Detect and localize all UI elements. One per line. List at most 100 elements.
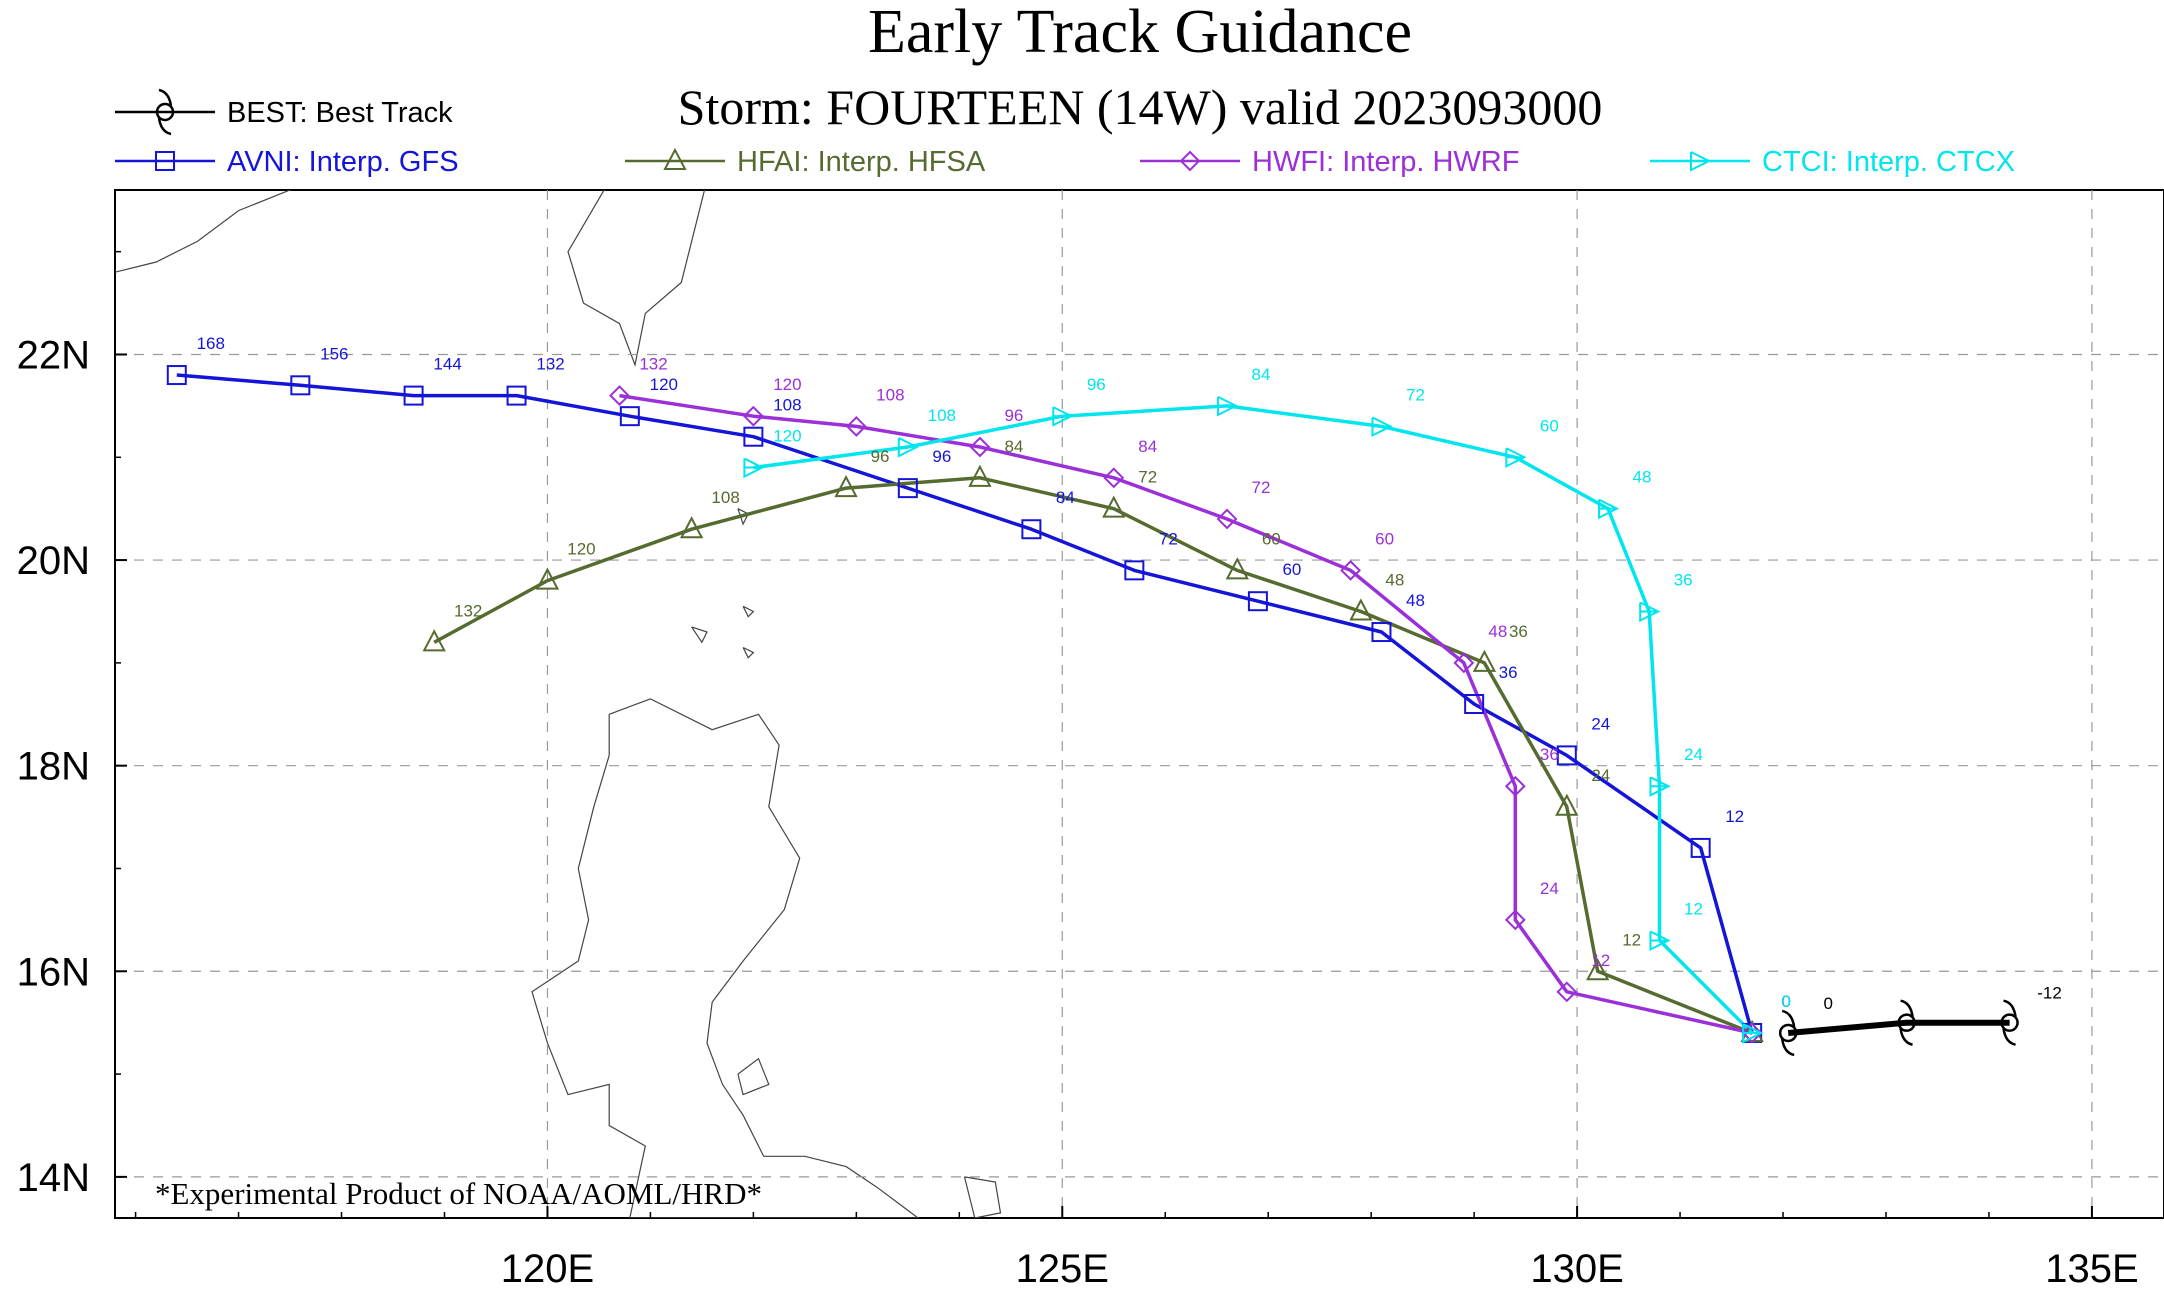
track-line-avni bbox=[176, 373, 1754, 1034]
track-marker-square bbox=[1021, 519, 1042, 540]
tau-label-avni: 96 bbox=[932, 447, 951, 466]
tau-label-avni: 144 bbox=[433, 355, 461, 374]
track-marker-square bbox=[1464, 694, 1485, 714]
tau-label-hfai: 132 bbox=[454, 601, 482, 620]
tau-label-hfai: 0 bbox=[1781, 992, 1790, 1011]
y-tick-label: 20N bbox=[17, 539, 90, 583]
track-marker-square bbox=[1124, 560, 1145, 581]
tau-label-avni: 60 bbox=[1282, 560, 1301, 579]
coastline-calayan bbox=[691, 626, 708, 644]
tau-label-avni: 24 bbox=[1591, 714, 1610, 733]
track-marker-storm bbox=[1778, 1009, 1798, 1057]
track-marker-triangle bbox=[968, 464, 992, 487]
tau-label-hwfi: 24 bbox=[1540, 879, 1559, 898]
track-marker-storm bbox=[1897, 999, 1916, 1046]
track-marker-square bbox=[743, 426, 764, 447]
x-tick-label: 125E bbox=[1016, 1247, 1109, 1289]
tau-label-ctci: 12 bbox=[1684, 899, 1703, 918]
tau-label-hwfi: 60 bbox=[1375, 529, 1394, 548]
track-layer: -120012243648607284961081201321441561680… bbox=[166, 334, 2062, 1057]
tau-label-ctci: 84 bbox=[1252, 365, 1271, 384]
tau-label-hwfi: 12 bbox=[1591, 951, 1610, 970]
track-marker-pennant bbox=[743, 457, 765, 479]
track-marker-triangle bbox=[1472, 649, 1497, 672]
tau-label-avni: 132 bbox=[536, 355, 564, 374]
track-line-hwfi bbox=[619, 393, 1753, 1035]
track-marker-storm bbox=[155, 88, 175, 136]
track-marker-square bbox=[166, 365, 187, 386]
track-marker-triangle bbox=[663, 147, 687, 170]
tau-label-ctci: 36 bbox=[1674, 570, 1693, 589]
tau-label-hwfi: 48 bbox=[1488, 622, 1507, 641]
tau-label-ctci: 0 bbox=[1781, 992, 1790, 1011]
track-marker-square bbox=[290, 375, 311, 396]
plot-frame bbox=[114, 189, 2164, 1219]
track-marker-pennant bbox=[1597, 498, 1620, 520]
coastline-china-coast bbox=[115, 190, 292, 273]
grid-layer bbox=[115, 190, 2164, 1218]
tau-label-ctci: 108 bbox=[928, 406, 956, 425]
tau-label-ctci: 24 bbox=[1684, 745, 1703, 764]
y-tick-label: 16N bbox=[17, 950, 90, 994]
track-marker-pennant bbox=[897, 437, 920, 458]
track-marker-square bbox=[619, 406, 640, 427]
tau-label-avni: 84 bbox=[1056, 488, 1075, 507]
tau-label-hfai: 72 bbox=[1138, 468, 1157, 487]
track-marker-triangle bbox=[422, 629, 446, 652]
track-marker-triangle bbox=[679, 516, 704, 539]
tau-label-avni: 12 bbox=[1725, 807, 1744, 826]
track-marker-diamond bbox=[1504, 775, 1526, 797]
track-marker-square bbox=[403, 385, 424, 406]
track-marker-triangle bbox=[1586, 958, 1610, 981]
tau-label-avni: 168 bbox=[197, 334, 225, 353]
tau-label-hfai: 84 bbox=[1004, 437, 1023, 456]
tau-label-avni: 72 bbox=[1159, 529, 1178, 548]
coastline-layer bbox=[115, 190, 1002, 1218]
tau-label-hwfi: 0 bbox=[1781, 992, 1790, 1011]
track-marker-triangle bbox=[1555, 793, 1579, 816]
tau-label-hwfi: 120 bbox=[773, 375, 801, 394]
legend-item-avni: AVNI: Interp. GFS bbox=[115, 146, 459, 178]
tau-label-avni: 48 bbox=[1406, 591, 1425, 610]
track-marker-diamond bbox=[742, 405, 764, 427]
track-marker-pennant bbox=[1649, 776, 1671, 797]
track-marker-square bbox=[155, 151, 175, 171]
x-tick-label: 130E bbox=[1530, 1247, 1623, 1289]
tau-label-hfai: 120 bbox=[567, 540, 595, 559]
track-line-best bbox=[1787, 1019, 2010, 1036]
track-marker-square bbox=[506, 385, 527, 406]
track-marker-pennant bbox=[1052, 406, 1074, 427]
legend-item-ctci: CTCI: Interp. CTCX bbox=[1650, 146, 2015, 178]
track-marker-pennant bbox=[1742, 1023, 1764, 1044]
legend-label: BEST: Best Track bbox=[227, 97, 453, 129]
coastline-polillo bbox=[737, 1057, 770, 1096]
track-marker-square bbox=[1371, 622, 1392, 643]
chart-title: Early Track Guidance bbox=[868, 0, 1412, 66]
track-marker-diamond bbox=[969, 436, 991, 458]
coastline-babuyan bbox=[742, 605, 755, 618]
chart-subtitle: Storm: FOURTEEN (14W) valid 2023093000 bbox=[678, 79, 1603, 135]
track-marker-square bbox=[1247, 591, 1268, 612]
legend: BEST: Best Track AVNI: Interp. GFS HFAI: I… bbox=[115, 88, 2015, 178]
track-marker-diamond bbox=[1453, 652, 1475, 674]
track-marker-diamond bbox=[609, 385, 630, 407]
y-tick-label: 14N bbox=[17, 1156, 90, 1200]
footnote: *Experimental Product of NOAA/AOML/HRD* bbox=[155, 1176, 762, 1211]
track-marker-pennant bbox=[1505, 447, 1527, 468]
tau-label-hfai: 36 bbox=[1509, 622, 1528, 641]
tau-label-hwfi: 84 bbox=[1138, 437, 1157, 456]
track-marker-pennant bbox=[1690, 151, 1712, 172]
track-marker-triangle bbox=[535, 567, 560, 590]
track-marker-square bbox=[1556, 745, 1577, 766]
tau-label-hfai: 12 bbox=[1622, 930, 1641, 949]
tau-label-hfai: 48 bbox=[1385, 570, 1404, 589]
tau-label-avni: 108 bbox=[773, 396, 801, 415]
tau-label-ctci: 60 bbox=[1540, 416, 1559, 435]
tau-label-ctci: 48 bbox=[1633, 468, 1652, 487]
track-marker-triangle bbox=[834, 474, 858, 498]
tau-label-hwfi: 132 bbox=[639, 355, 667, 374]
tau-label-hfai: 108 bbox=[711, 488, 739, 507]
track-marker-triangle bbox=[1102, 495, 1126, 518]
tau-label-avni: 0 bbox=[1781, 992, 1790, 1011]
